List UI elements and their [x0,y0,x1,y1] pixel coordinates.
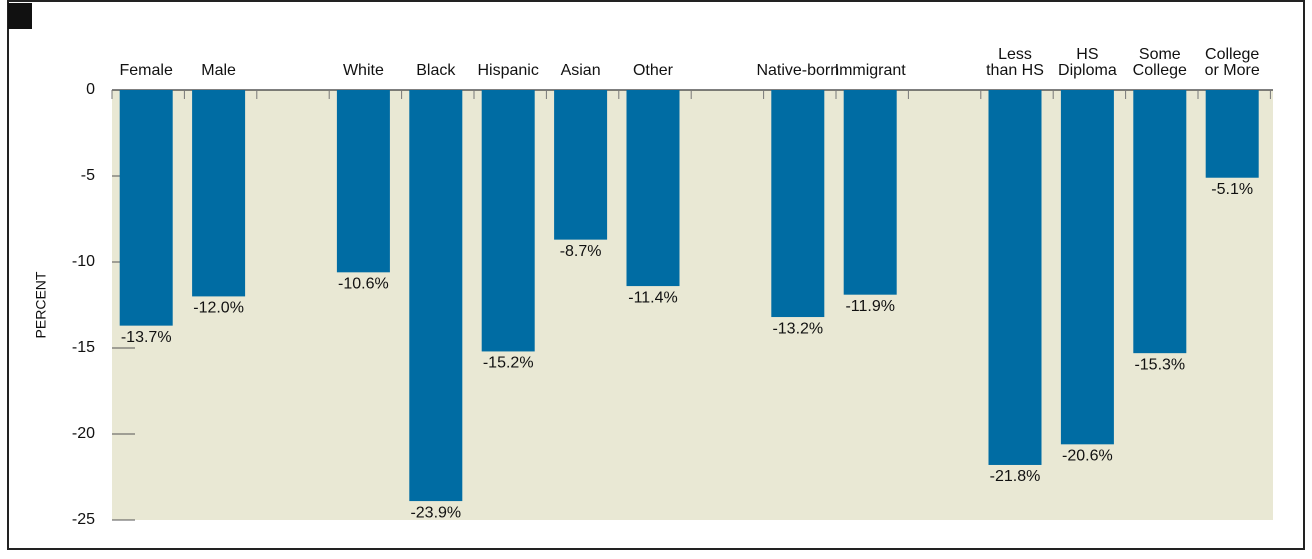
y-tick-label: -25 [72,511,95,528]
y-axis-label: PERCENT [33,271,49,338]
bar [1205,90,1259,178]
x-tick-label: Native-born [756,62,840,79]
y-tick-label: -5 [81,167,95,184]
bar [481,90,535,352]
bar [988,90,1042,465]
value-label: -10.6% [338,276,389,293]
bar [771,90,825,318]
x-tick-label: College or More [1204,46,1260,79]
value-label: -11.9% [845,298,895,315]
bar [192,90,246,297]
x-tick-label: Less than HS [986,46,1044,79]
x-tick-label: Female [119,62,173,79]
value-label: -15.3% [1134,356,1185,373]
value-label: -20.6% [1062,448,1113,465]
bar [119,90,173,326]
value-label: -13.7% [121,329,172,346]
y-tick-label: -15 [72,339,95,356]
value-label: -8.7% [560,243,602,260]
x-tick-label: HS Diploma [1058,46,1117,79]
bar [554,90,608,240]
x-tick-label: Male [201,62,236,79]
bar [1060,90,1114,445]
x-tick-label: Black [416,62,456,79]
value-label: -11.4% [628,289,678,306]
bar [336,90,390,273]
y-tick-label: 0 [86,81,95,98]
x-tick-label: White [342,62,384,79]
bar [1133,90,1187,354]
value-label: -5.1% [1211,181,1253,198]
bar [843,90,897,295]
value-label: -15.2% [483,355,534,372]
corner-square [8,3,32,29]
y-tick-label: -10 [72,253,95,270]
value-label: -21.8% [990,468,1041,485]
bar [409,90,463,502]
x-tick-label: Other [632,62,673,79]
x-tick-label: Some College [1132,46,1187,79]
y-tick-label: -20 [72,425,95,442]
x-tick-label: Asian [560,62,601,79]
frame [7,0,1305,550]
x-tick-label: Hispanic [477,62,539,79]
bar [626,90,680,287]
value-label: -13.2% [772,320,823,337]
value-label: -12.0% [193,300,244,317]
value-label: -23.9% [410,504,461,521]
x-tick-label: Immigrant [834,62,906,79]
